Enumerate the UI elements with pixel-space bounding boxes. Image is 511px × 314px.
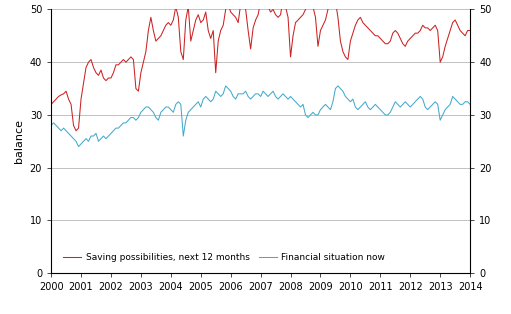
- Line: Saving possibilities, next 12 months: Saving possibilities, next 12 months: [51, 0, 482, 131]
- Saving possibilities, next 12 months: [337, 39, 343, 43]
- Financial situation now: [373, 102, 379, 106]
- Line: Financial situation now: Financial situation now: [51, 86, 482, 147]
- Financial situation now: [479, 97, 485, 101]
- Saving possibilities, next 12 months: [479, 23, 485, 27]
- Financial situation now: [53, 124, 59, 127]
- Financial situation now: [48, 124, 54, 127]
- Saving possibilities, next 12 months: [53, 97, 59, 101]
- Financial situation now: [337, 87, 343, 90]
- Saving possibilities, next 12 months: [285, 15, 291, 19]
- Financial situation now: [285, 97, 291, 101]
- Saving possibilities, next 12 months: [96, 73, 102, 77]
- Financial situation now: [223, 84, 229, 88]
- Saving possibilities, next 12 months: [73, 129, 79, 133]
- Saving possibilities, next 12 months: [48, 102, 54, 106]
- Financial situation now: [96, 139, 102, 143]
- Legend: Saving possibilities, next 12 months, Financial situation now: Saving possibilities, next 12 months, Fi…: [60, 250, 389, 266]
- Y-axis label: balance: balance: [14, 119, 24, 163]
- Financial situation now: [65, 132, 72, 135]
- Financial situation now: [76, 145, 82, 149]
- Saving possibilities, next 12 months: [373, 34, 379, 38]
- Saving possibilities, next 12 months: [65, 97, 72, 101]
